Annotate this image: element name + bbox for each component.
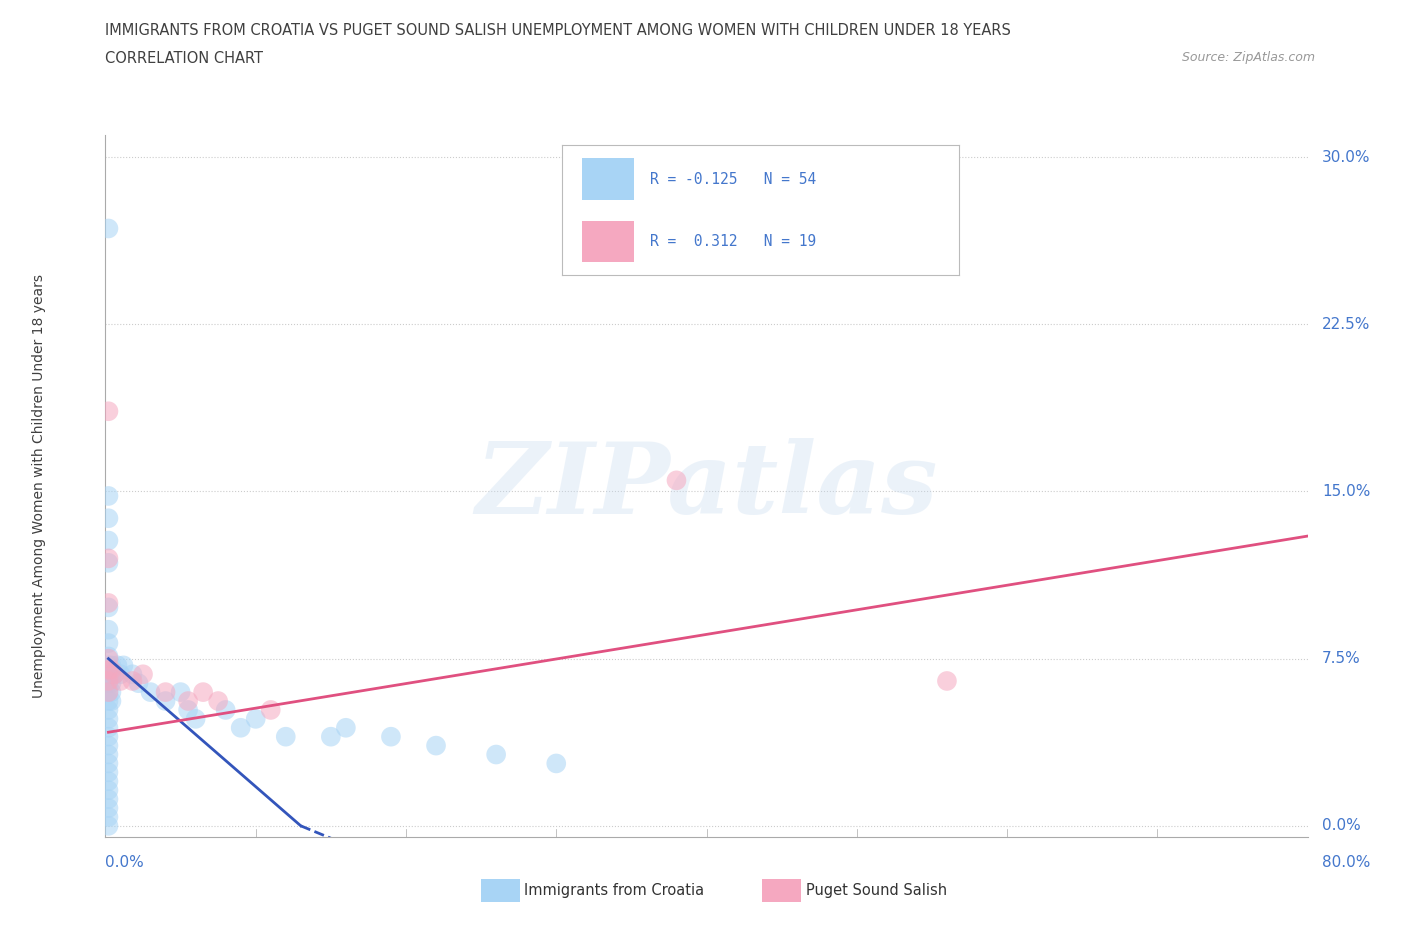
Text: 0.0%: 0.0% bbox=[1322, 818, 1361, 833]
Point bbox=[319, 729, 342, 744]
Point bbox=[100, 667, 122, 682]
Point bbox=[97, 684, 120, 699]
Point bbox=[274, 729, 297, 744]
Text: 0.0%: 0.0% bbox=[105, 855, 145, 870]
Point bbox=[97, 667, 120, 682]
Point bbox=[110, 667, 132, 682]
Point bbox=[128, 676, 150, 691]
Point bbox=[97, 662, 120, 677]
Point bbox=[97, 551, 120, 565]
Point bbox=[97, 595, 120, 610]
Point bbox=[103, 667, 125, 682]
Point bbox=[100, 662, 122, 677]
Point bbox=[103, 667, 125, 682]
Point bbox=[97, 404, 120, 418]
Point bbox=[97, 635, 120, 650]
Point bbox=[97, 676, 120, 691]
Point bbox=[245, 711, 267, 726]
Text: IMMIGRANTS FROM CROATIA VS PUGET SOUND SALISH UNEMPLOYMENT AMONG WOMEN WITH CHIL: IMMIGRANTS FROM CROATIA VS PUGET SOUND S… bbox=[105, 23, 1011, 38]
Point bbox=[97, 622, 120, 637]
Point bbox=[936, 673, 959, 688]
Point bbox=[485, 747, 508, 762]
Text: Source: ZipAtlas.com: Source: ZipAtlas.com bbox=[1181, 51, 1315, 64]
Point bbox=[139, 684, 162, 699]
Text: 30.0%: 30.0% bbox=[1322, 150, 1371, 165]
Point bbox=[97, 721, 120, 736]
Text: ZIPatlas: ZIPatlas bbox=[475, 438, 938, 534]
Point bbox=[97, 488, 120, 503]
Point bbox=[97, 738, 120, 753]
Text: 7.5%: 7.5% bbox=[1322, 651, 1361, 666]
Point bbox=[97, 729, 120, 744]
Text: 80.0%: 80.0% bbox=[1322, 855, 1371, 870]
Point bbox=[191, 684, 214, 699]
Point bbox=[132, 667, 155, 682]
Text: Immigrants from Croatia: Immigrants from Croatia bbox=[524, 884, 704, 898]
Point bbox=[97, 221, 120, 236]
Point bbox=[665, 473, 688, 488]
Text: Unemployment Among Women with Children Under 18 years: Unemployment Among Women with Children U… bbox=[32, 274, 46, 698]
Text: CORRELATION CHART: CORRELATION CHART bbox=[105, 51, 263, 66]
Point bbox=[97, 555, 120, 570]
Text: Puget Sound Salish: Puget Sound Salish bbox=[806, 884, 946, 898]
Point bbox=[546, 756, 568, 771]
Point bbox=[97, 774, 120, 789]
Point bbox=[207, 694, 229, 709]
Point bbox=[97, 783, 120, 798]
Point bbox=[100, 658, 122, 672]
Point bbox=[155, 684, 177, 699]
Point bbox=[97, 711, 120, 726]
Point bbox=[425, 738, 447, 753]
Point bbox=[97, 809, 120, 824]
Point bbox=[97, 649, 120, 664]
Point bbox=[100, 684, 122, 699]
Point bbox=[97, 673, 120, 688]
Point bbox=[229, 721, 252, 736]
Point bbox=[110, 673, 132, 688]
Point bbox=[97, 511, 120, 525]
Text: 15.0%: 15.0% bbox=[1322, 484, 1371, 499]
Point bbox=[121, 673, 143, 688]
Point bbox=[112, 658, 135, 672]
Point bbox=[107, 658, 129, 672]
Point bbox=[97, 818, 120, 833]
Point bbox=[97, 764, 120, 779]
Point bbox=[100, 676, 122, 691]
Point bbox=[97, 694, 120, 709]
Point bbox=[97, 651, 120, 666]
Point bbox=[260, 702, 283, 717]
Point bbox=[177, 702, 200, 717]
Point bbox=[177, 694, 200, 709]
Point bbox=[97, 658, 120, 672]
Point bbox=[97, 801, 120, 816]
Point bbox=[97, 684, 120, 699]
Point bbox=[121, 667, 143, 682]
Point bbox=[169, 684, 191, 699]
Point bbox=[97, 756, 120, 771]
Point bbox=[155, 694, 177, 709]
Point bbox=[97, 791, 120, 806]
Point bbox=[97, 533, 120, 548]
Point bbox=[335, 721, 357, 736]
Point bbox=[97, 702, 120, 717]
Point bbox=[100, 694, 122, 709]
Point bbox=[214, 702, 236, 717]
Text: 22.5%: 22.5% bbox=[1322, 317, 1371, 332]
Point bbox=[97, 600, 120, 615]
Point bbox=[184, 711, 207, 726]
Point bbox=[97, 747, 120, 762]
Point bbox=[380, 729, 402, 744]
